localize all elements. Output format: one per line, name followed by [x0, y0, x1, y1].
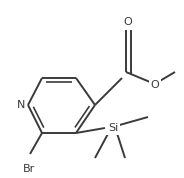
- Text: Br: Br: [23, 164, 35, 174]
- Text: N: N: [17, 100, 25, 110]
- Text: O: O: [124, 17, 132, 27]
- Text: O: O: [151, 80, 159, 90]
- Text: Si: Si: [108, 123, 118, 133]
